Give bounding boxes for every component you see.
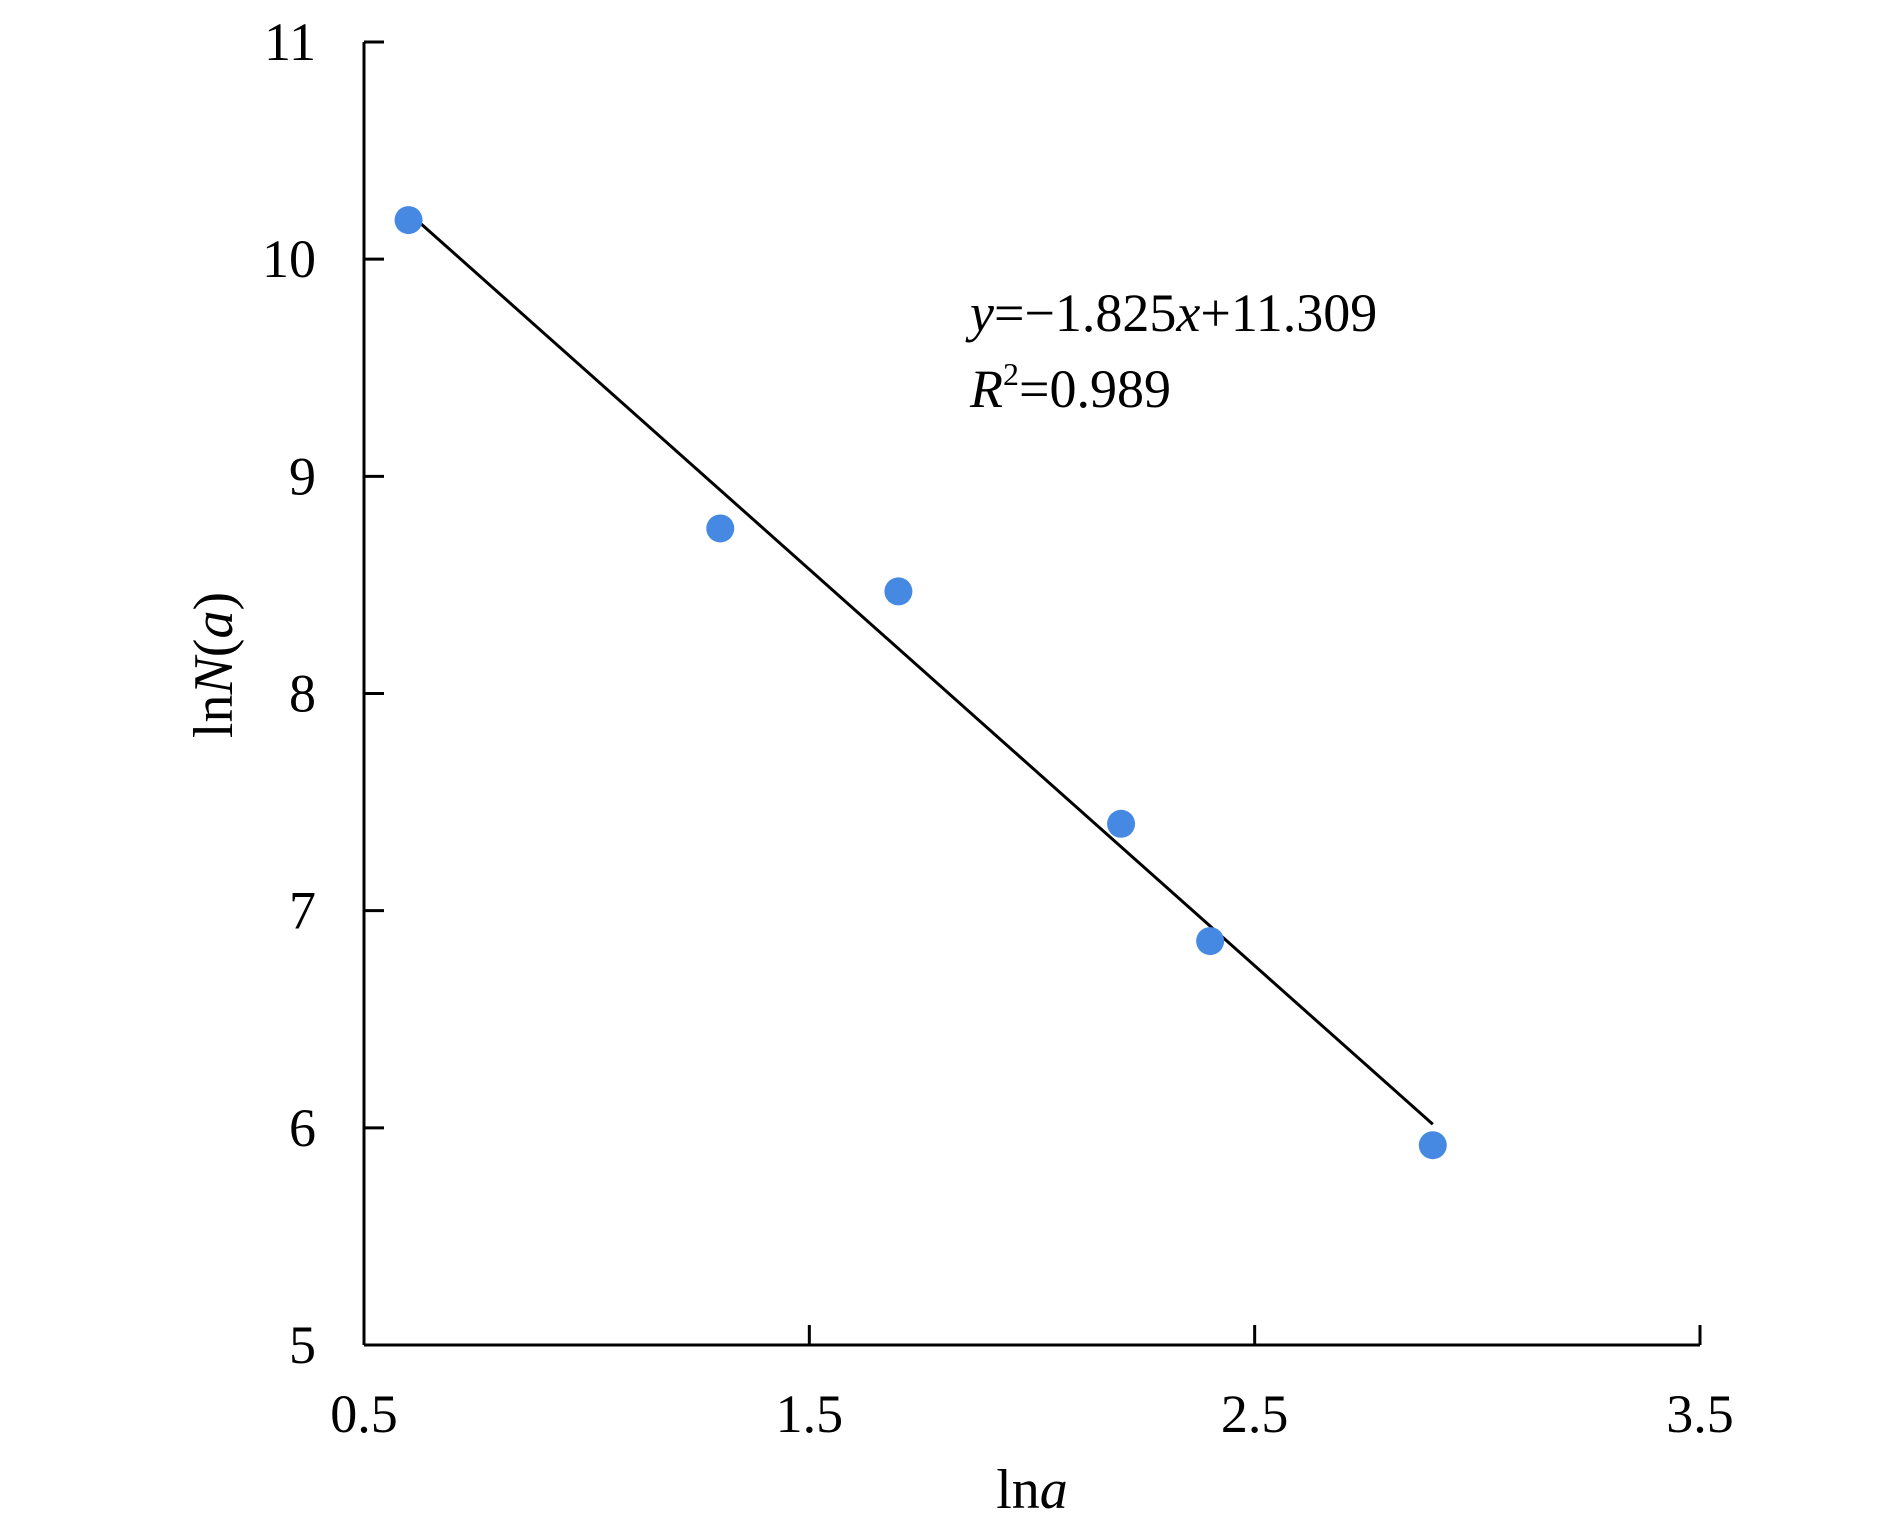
regression-equation: y=−1.825x+11.309 [965, 283, 1377, 343]
data-point [884, 577, 913, 606]
data-point [394, 206, 423, 235]
data-point [1107, 809, 1136, 838]
y-tick-label: 6 [289, 1098, 316, 1158]
y-tick-label: 11 [264, 12, 316, 72]
data-point [1196, 927, 1225, 956]
x-axis-label: lna [996, 1459, 1068, 1521]
trendline [407, 211, 1434, 1126]
equation-intercept: +11.309 [1200, 283, 1377, 343]
x-axis-label-var: a [1040, 1459, 1068, 1521]
x-tick-label: 1.5 [776, 1384, 844, 1444]
y-axis-label-prefix: ln [183, 695, 245, 739]
y-tick-label: 9 [289, 446, 316, 506]
r-squared-r: R [969, 359, 1003, 419]
data-point [1418, 1131, 1447, 1160]
equation-slope: =−1.825 [994, 283, 1176, 343]
y-axis-label-open: ( [183, 639, 245, 658]
x-tick-label: 0.5 [330, 1384, 398, 1444]
y-axis-label-close: ) [183, 592, 245, 611]
x-tick-label: 3.5 [1666, 1384, 1734, 1444]
x-axis-label-prefix: ln [996, 1459, 1040, 1521]
y-axis-label: lnN(a) [183, 592, 245, 738]
equation-y: y [965, 283, 994, 343]
equation-x: x [1175, 283, 1200, 343]
y-axis-label-var: N [183, 655, 245, 696]
x-tick-label: 2.5 [1221, 1384, 1289, 1444]
y-tick-label: 10 [262, 229, 316, 289]
y-tick-label: 5 [289, 1315, 316, 1375]
plot-area: 5 6 7 8 9 10 11 0.5 1.5 2.5 3.5 [262, 12, 1734, 1444]
y-tick-label: 8 [289, 664, 316, 724]
r-squared: R2=0.989 [969, 356, 1171, 419]
data-point [706, 514, 735, 543]
r-squared-sup: 2 [1003, 356, 1019, 392]
y-tick-label: 7 [289, 881, 316, 941]
r-squared-value: =0.989 [1019, 359, 1171, 419]
y-axis-label-arg: a [183, 611, 245, 639]
